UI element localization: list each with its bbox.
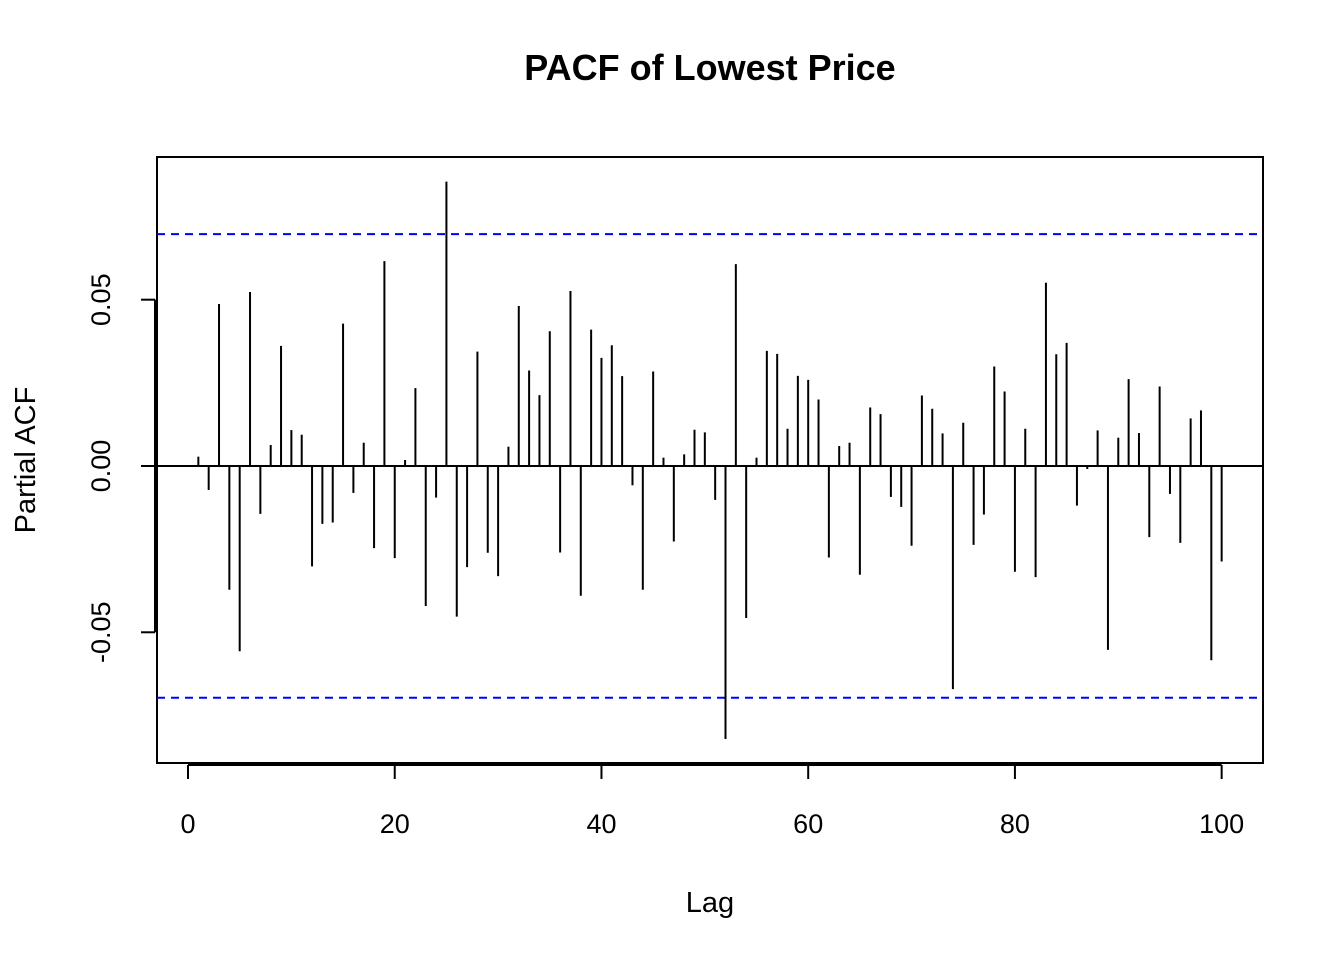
x-tick-label: 80 xyxy=(1000,809,1030,839)
x-axis-label: Lag xyxy=(686,887,734,919)
plot-area: 0 20 40 60 80 100 -0.05 0.00 0.05 xyxy=(86,156,1264,839)
x-tick-label: 100 xyxy=(1199,809,1244,839)
x-tick-label: 40 xyxy=(586,809,616,839)
y-axis-label: Partial ACF xyxy=(10,387,42,534)
y-tick-label: -0.05 xyxy=(86,602,116,664)
y-tick-label: 0.05 xyxy=(86,273,116,326)
x-tick-label: 0 xyxy=(180,809,195,839)
plot-frame xyxy=(156,156,1264,764)
x-tick-label: 20 xyxy=(380,809,410,839)
chart-title: PACF of Lowest Price xyxy=(524,47,895,88)
y-tick-label: 0.00 xyxy=(86,440,116,493)
x-tick-label: 60 xyxy=(793,809,823,839)
